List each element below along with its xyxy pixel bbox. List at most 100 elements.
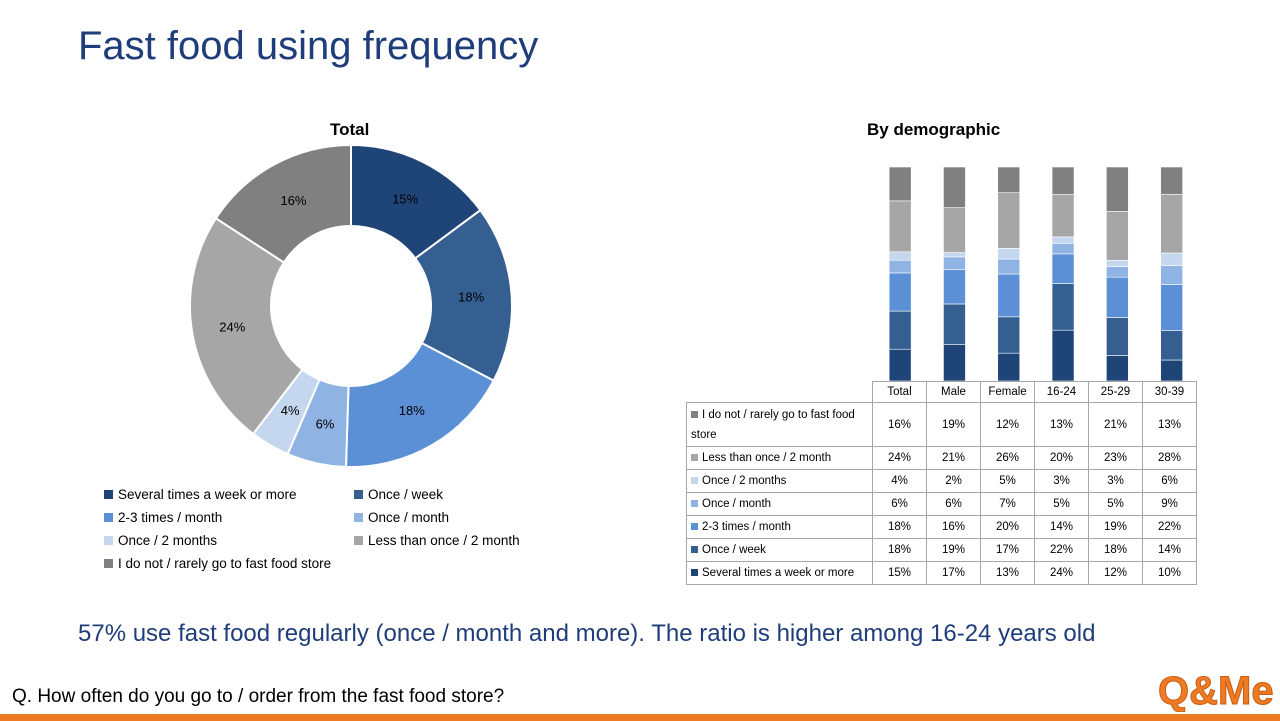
donut-data-label: 6% (316, 417, 335, 432)
bar-segment (888, 310, 912, 350)
table-cell: 19% (926, 402, 981, 447)
table-cell: 4% (872, 469, 927, 493)
donut-chart-title: Total (330, 120, 370, 139)
donut-data-label: 18% (399, 403, 425, 418)
survey-question: Q. How often do you go to / order from t… (12, 686, 505, 707)
table-row: 2-3 times / month 18% 16% 20% 14% 19% 22% (686, 515, 1197, 539)
bar-segment (997, 258, 1021, 275)
bar-segment (1160, 265, 1183, 285)
table-cell: 7% (980, 492, 1035, 516)
table-cell: 15% (872, 561, 927, 585)
table-row-label: 2-3 times / month (686, 515, 873, 539)
stacked-bar-chart (888, 166, 1183, 382)
bar-segment (1051, 283, 1075, 331)
table-cell: 18% (1088, 538, 1143, 562)
table-row-label-text: Once / 2 months (702, 475, 787, 487)
legend-item: Once / week (354, 486, 564, 503)
bar-segment (997, 248, 1021, 260)
table-cell: 17% (980, 538, 1035, 562)
bar-segment (1051, 166, 1075, 195)
table-cell: 16% (926, 515, 981, 539)
table-row: I do not / rarely go to fast food store 1… (686, 402, 1197, 447)
donut-data-label: 4% (281, 403, 300, 418)
bar-segment (997, 352, 1021, 382)
table-row-label-text: Several times a week or more (702, 567, 855, 579)
table-row-label: Less than once / 2 month (686, 446, 873, 470)
table-cell: 22% (1034, 538, 1089, 562)
bar-segment (1160, 166, 1183, 195)
table-cell: 20% (1034, 446, 1089, 470)
donut-slice-2 (413, 208, 513, 382)
table-column-header: 30-39 (1142, 381, 1197, 403)
donut-slice-7 (214, 143, 352, 264)
bar-segment (888, 272, 912, 312)
table-cell: 3% (1034, 469, 1089, 493)
bar-segment (943, 166, 966, 208)
bar-segment (997, 166, 1021, 193)
bar-segment (1160, 330, 1183, 361)
bar-segment (997, 192, 1021, 249)
table-row: Once / month 6% 6% 7% 5% 5% 9% (686, 492, 1197, 516)
stacked-chart-title: By demographic (867, 120, 1001, 139)
legend-swatch (354, 490, 363, 499)
table-cell: 13% (980, 561, 1035, 585)
table-row-label: I do not / rarely go to fast food store (686, 402, 873, 447)
table-cell: 24% (872, 446, 927, 470)
table-row-label-text: Once / week (702, 544, 766, 556)
bar-segment (1160, 193, 1183, 254)
bar-segment (1051, 194, 1075, 238)
legend-item: Less than once / 2 month (354, 532, 564, 549)
table-cell: 2% (926, 469, 981, 493)
legend-label: 2-3 times / month (118, 510, 223, 525)
table-row-swatch (691, 454, 698, 462)
table-row-swatch (691, 477, 698, 485)
table-cell: 3% (1088, 469, 1143, 493)
bar-segment (888, 166, 912, 202)
logo-text: Q&Me (1158, 669, 1274, 712)
legend-item: 2-3 times / month (104, 509, 354, 526)
table-cell: 13% (1034, 402, 1089, 447)
legend-swatch (104, 490, 113, 499)
table-row: Once / week 18% 19% 17% 22% 18% 14% (686, 538, 1197, 562)
conclusion-text: 57% use fast food regularly (once / mont… (78, 620, 1096, 647)
donut-data-label: 15% (392, 191, 418, 206)
table-row-swatch (691, 569, 698, 577)
bar-segment (1106, 317, 1129, 356)
legend-label: Several times a week or more (118, 487, 297, 502)
table-row: Once / 2 months 4% 2% 5% 3% 3% 6% (686, 469, 1197, 493)
bar-segment (1160, 252, 1183, 266)
table-cell: 10% (1142, 561, 1197, 585)
legend-swatch (104, 559, 113, 568)
table-row-swatch (691, 546, 698, 554)
table-cell: 16% (872, 402, 927, 447)
table-row: Several times a week or more 15% 17% 13% 24%… (686, 561, 1197, 585)
bar-segment (1051, 329, 1075, 382)
table-cell: 6% (926, 492, 981, 516)
table-cell: 19% (1088, 515, 1143, 539)
bar-segment (997, 273, 1021, 318)
bar-segment (1106, 211, 1129, 261)
bar-segment (943, 269, 966, 305)
table-row-label: Once / month (686, 492, 873, 516)
bar-segment (943, 344, 966, 382)
table-cell: 18% (872, 538, 927, 562)
bar-segment (943, 207, 966, 253)
page-title: Fast food using frequency (78, 24, 539, 68)
table-row-label-text: Less than once / 2 month (702, 452, 832, 464)
table-corner (686, 381, 873, 403)
legend-label: Once / week (368, 487, 444, 502)
legend-label: Less than once / 2 month (368, 533, 520, 548)
donut-data-label: 18% (458, 290, 484, 305)
table-cell: 23% (1088, 446, 1143, 470)
table-column-header: 25-29 (1088, 381, 1143, 403)
table-row-label: Several times a week or more (686, 561, 873, 585)
table-cell: 12% (1088, 561, 1143, 585)
bar-segment (1051, 253, 1075, 284)
table-row: Less than once / 2 month 24% 21% 26% 20% 23% 2… (686, 446, 1197, 470)
table-column-header: Female (980, 381, 1035, 403)
table-cell: 20% (980, 515, 1035, 539)
table-cell: 26% (980, 446, 1035, 470)
donut-legend: Several times a week or more Once / week 2… (104, 486, 564, 572)
bar-segment (888, 259, 912, 274)
legend-item: Once / 2 months (104, 532, 354, 549)
